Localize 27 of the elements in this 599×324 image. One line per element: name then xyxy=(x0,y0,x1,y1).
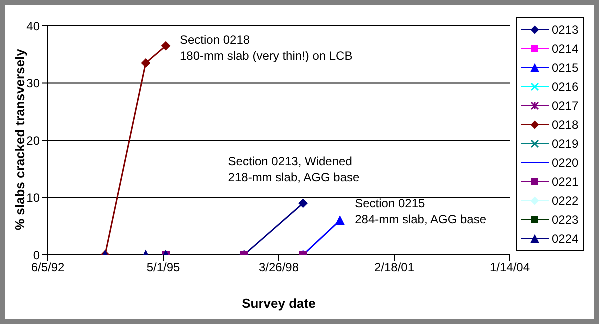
legend-label: 0222 xyxy=(552,194,579,208)
legend-label: 0223 xyxy=(552,212,579,226)
legend-label: 0221 xyxy=(552,174,579,188)
x-tick-label: 6/5/92 xyxy=(31,260,65,275)
x-axis-title: Survey date xyxy=(242,296,316,311)
legend-label: 0217 xyxy=(552,98,579,112)
legend-label: 0216 xyxy=(552,80,579,94)
x-tick-label: 1/14/04 xyxy=(490,260,530,275)
annotation: Section 0215 284-mm slab, AGG base xyxy=(355,196,487,227)
legend-label: 0224 xyxy=(552,232,579,246)
legend-label: 0213 xyxy=(552,22,579,36)
annotation: Section 0213, Widened 218-mm slab, AGG base xyxy=(228,154,360,184)
x-tick-label: 2/18/01 xyxy=(374,260,415,275)
y-tick-label: 0 xyxy=(33,248,40,262)
legend-label: 0215 xyxy=(552,60,579,74)
x-tick-label: 5/1/95 xyxy=(146,260,180,275)
y-tick-label: 10 xyxy=(26,191,40,206)
y-tick-label: 40 xyxy=(26,19,40,34)
y-tick-label: 20 xyxy=(26,134,40,148)
y-axis-title: % slabs cracked transversely xyxy=(12,48,28,230)
x-tick-label: 3/26/98 xyxy=(258,260,300,275)
legend-label: 0220 xyxy=(552,156,579,170)
legend-label: 0214 xyxy=(552,42,579,56)
annotation: Section 0218 180-mm slab (very thin!) on LCB xyxy=(180,33,353,64)
legend-label: 0218 xyxy=(552,118,579,132)
y-tick-label: 30 xyxy=(26,76,40,91)
legend-label: 0219 xyxy=(552,136,579,150)
